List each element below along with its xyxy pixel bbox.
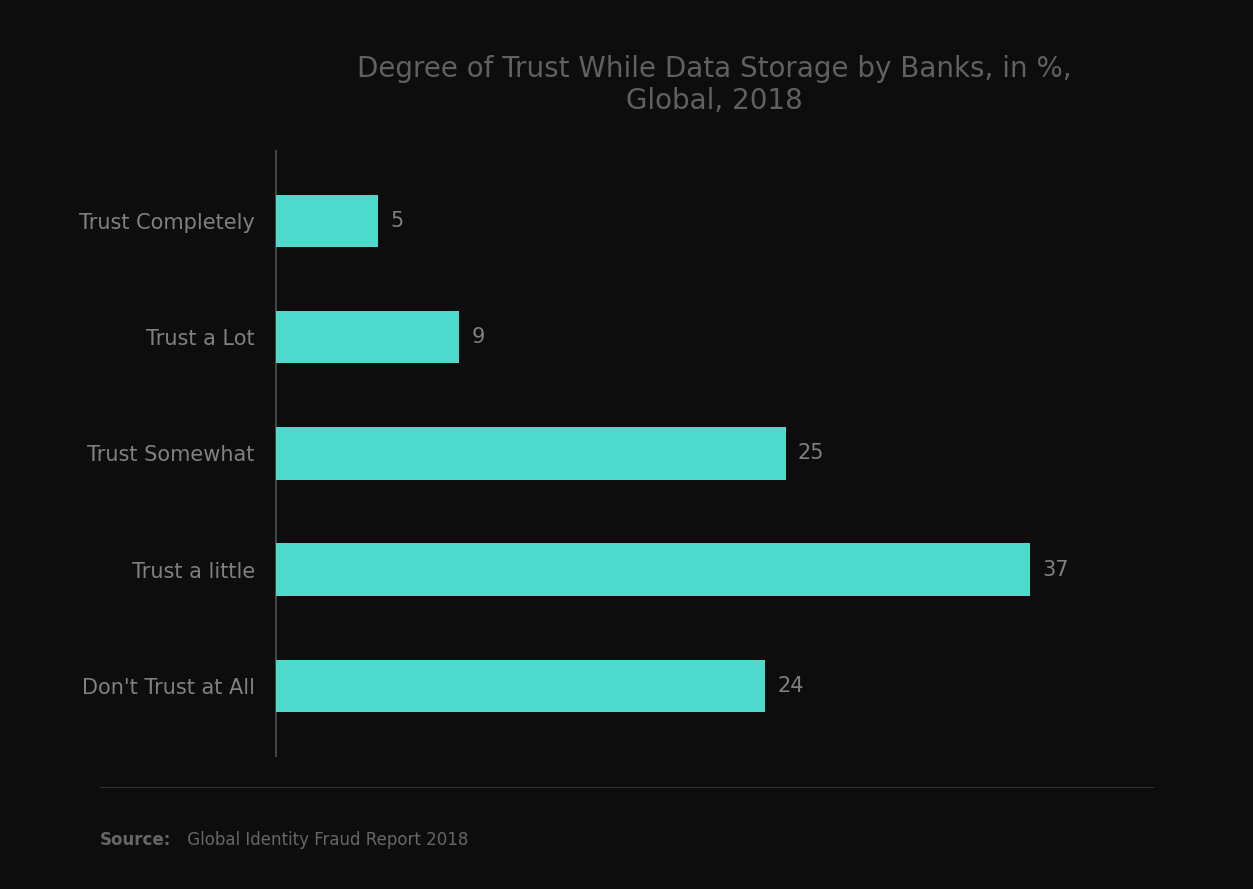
- Bar: [276, 543, 1030, 596]
- Bar: [276, 311, 460, 364]
- Text: 9: 9: [471, 327, 485, 347]
- Text: 5: 5: [390, 211, 403, 231]
- Text: Global Identity Fraud Report 2018: Global Identity Fraud Report 2018: [182, 830, 469, 848]
- Text: 24: 24: [777, 676, 804, 696]
- Text: Source:: Source:: [100, 830, 172, 848]
- Bar: [276, 428, 786, 479]
- Bar: [276, 660, 766, 712]
- Text: 25: 25: [798, 444, 824, 463]
- Title: Degree of Trust While Data Storage by Banks, in %,
Global, 2018: Degree of Trust While Data Storage by Ba…: [357, 55, 1071, 116]
- Text: 37: 37: [1042, 560, 1069, 580]
- Bar: [276, 195, 377, 247]
